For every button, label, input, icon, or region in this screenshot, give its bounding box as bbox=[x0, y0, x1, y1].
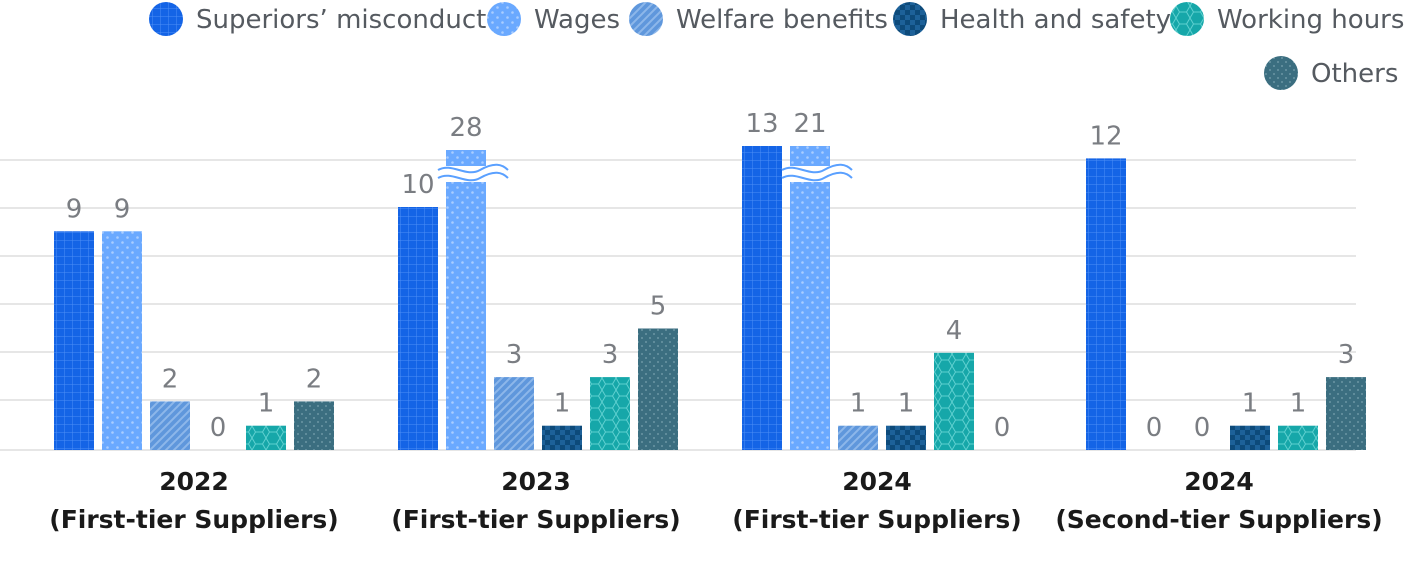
bar bbox=[934, 352, 974, 450]
legend-item: Health and safety bbox=[893, 2, 1171, 36]
legend-label: Working hours bbox=[1217, 5, 1404, 35]
category-label-supplier: (First-tier Suppliers) bbox=[49, 505, 338, 534]
axis-break-mark bbox=[437, 163, 509, 182]
category-label-year: 2024 bbox=[842, 467, 912, 496]
data-label: 1 bbox=[554, 389, 571, 419]
legend-swatch bbox=[149, 2, 183, 36]
bar bbox=[54, 231, 94, 450]
category-label-supplier: (First-tier Suppliers) bbox=[391, 505, 680, 534]
category-label-year: 2022 bbox=[159, 467, 229, 496]
data-label: 2 bbox=[306, 364, 323, 394]
data-label: 10 bbox=[401, 170, 434, 200]
data-label: 9 bbox=[66, 194, 83, 224]
bar bbox=[638, 328, 678, 450]
axis-break-mark bbox=[781, 163, 853, 182]
bar bbox=[150, 401, 190, 450]
data-label: 0 bbox=[994, 413, 1011, 443]
bars bbox=[54, 146, 1366, 450]
legend-swatch bbox=[1264, 56, 1298, 90]
bar bbox=[102, 231, 142, 450]
data-label: 1 bbox=[898, 389, 915, 419]
bar bbox=[246, 425, 286, 450]
category-labels: 2022 (First-tier Suppliers) 2023 (First-tie… bbox=[49, 467, 1382, 534]
data-label: 0 bbox=[1146, 413, 1163, 443]
data-label: 3 bbox=[602, 340, 619, 370]
bar bbox=[1278, 425, 1318, 450]
legend-item: Welfare benefits bbox=[629, 2, 888, 36]
bar bbox=[294, 401, 334, 450]
bar bbox=[542, 425, 582, 450]
data-label: 9 bbox=[114, 194, 131, 224]
data-label: 13 bbox=[745, 109, 778, 139]
category-label-supplier: (Second-tier Suppliers) bbox=[1055, 505, 1382, 534]
bar bbox=[838, 425, 878, 450]
legend-label: Superiors’ misconduct bbox=[196, 5, 486, 35]
legend-swatch bbox=[1170, 2, 1204, 36]
legend-label: Others bbox=[1311, 59, 1398, 89]
legend-swatch bbox=[893, 2, 927, 36]
bar bbox=[494, 377, 534, 450]
data-label: 3 bbox=[506, 340, 523, 370]
bar bbox=[742, 146, 782, 450]
bar bbox=[886, 425, 926, 450]
data-label: 0 bbox=[1194, 413, 1211, 443]
legend-swatch bbox=[629, 2, 663, 36]
bar bbox=[446, 150, 486, 450]
bar bbox=[790, 146, 830, 450]
bar bbox=[1086, 158, 1126, 450]
legend-item: Working hours bbox=[1170, 2, 1404, 36]
data-label: 1 bbox=[1290, 389, 1307, 419]
data-label: 1 bbox=[850, 389, 867, 419]
bar bbox=[1326, 377, 1366, 450]
category-label-supplier: (First-tier Suppliers) bbox=[732, 505, 1021, 534]
data-label: 1 bbox=[258, 389, 275, 419]
category-label-year: 2023 bbox=[501, 467, 571, 496]
legend-label: Welfare benefits bbox=[676, 5, 888, 35]
legend-item: Others bbox=[1264, 56, 1398, 90]
data-label: 21 bbox=[793, 109, 826, 139]
bar bbox=[590, 377, 630, 450]
data-label: 12 bbox=[1089, 121, 1122, 151]
data-label: 28 bbox=[449, 113, 482, 143]
bar bbox=[1230, 425, 1270, 450]
data-label: 1 bbox=[1242, 389, 1259, 419]
legend-item: Superiors’ misconduct bbox=[149, 2, 486, 36]
legend-label: Health and safety bbox=[940, 5, 1171, 35]
data-label: 3 bbox=[1338, 340, 1355, 370]
legend: Superiors’ misconduct Wages Welfare benefi… bbox=[149, 2, 1404, 90]
category-label-year: 2024 bbox=[1184, 467, 1254, 496]
legend-item: Wages bbox=[487, 2, 620, 36]
bar bbox=[398, 207, 438, 450]
data-label: 0 bbox=[210, 413, 227, 443]
data-label: 4 bbox=[946, 316, 963, 346]
legend-swatch bbox=[487, 2, 521, 36]
data-label: 2 bbox=[162, 364, 179, 394]
data-label: 5 bbox=[650, 292, 667, 322]
legend-label: Wages bbox=[534, 5, 620, 35]
